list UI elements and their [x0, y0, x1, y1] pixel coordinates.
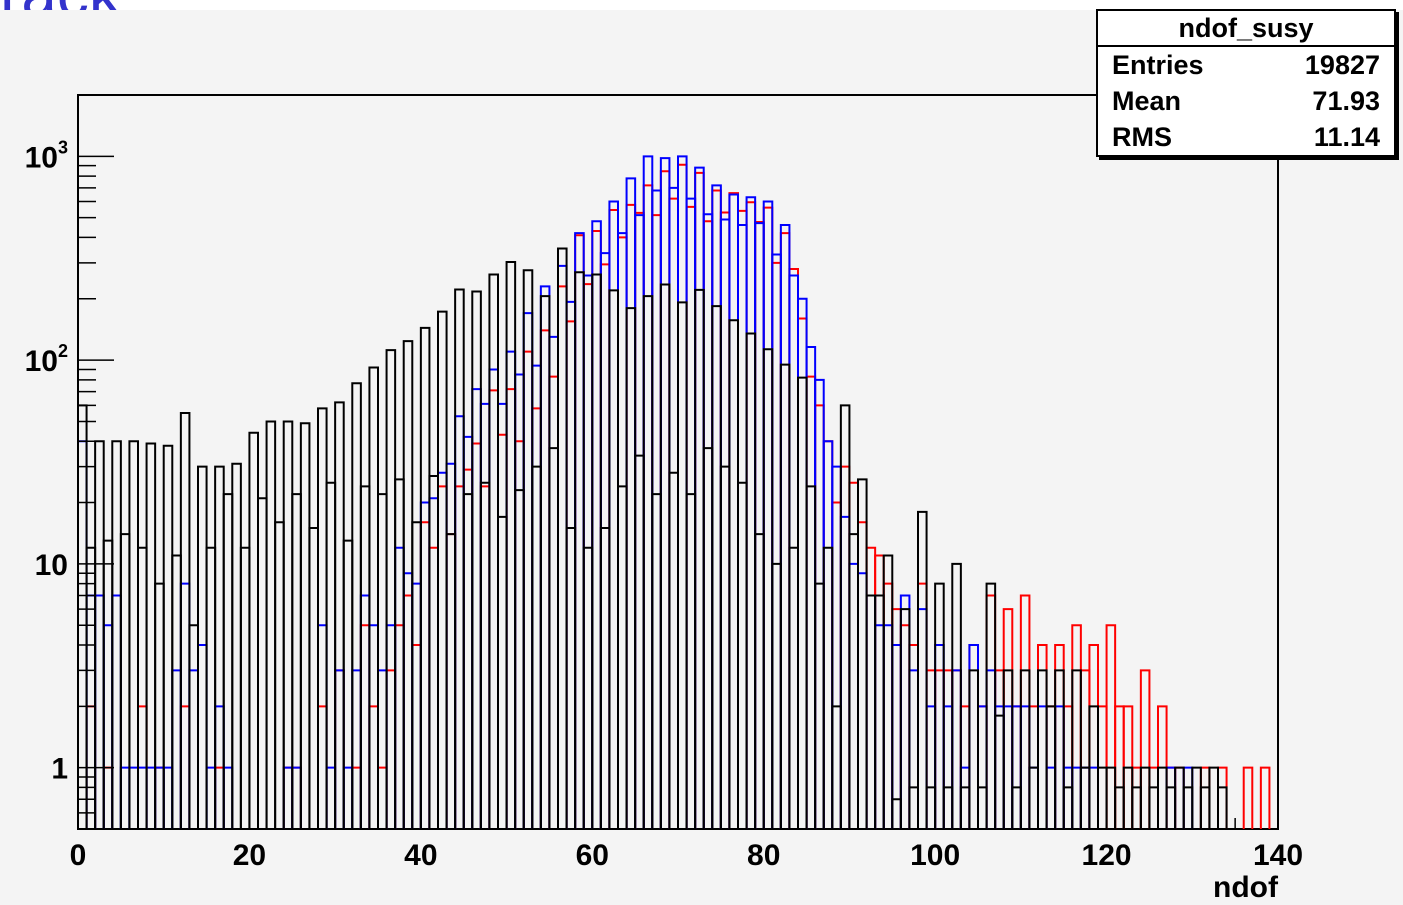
- bar: [899, 608, 911, 829]
- y-tick-label: 102: [25, 341, 68, 378]
- bar: [822, 546, 834, 829]
- stats-value-mean: 71.93: [1312, 86, 1380, 116]
- series-layer: [77, 155, 1271, 829]
- bar: [882, 554, 894, 829]
- bar: [968, 669, 979, 829]
- bar: [1259, 766, 1271, 829]
- bar: [1071, 669, 1082, 829]
- stats-label-rms: RMS: [1112, 122, 1172, 152]
- y-tick-label: 10: [35, 549, 68, 582]
- bar: [917, 510, 928, 829]
- x-axis-label: ndof: [1213, 871, 1279, 904]
- x-tick-label: 20: [233, 839, 266, 872]
- stats-title: ndof_susy: [1098, 11, 1394, 47]
- x-tick-label: 0: [70, 839, 87, 872]
- stats-row-mean: Mean 71.93: [1098, 83, 1394, 119]
- x-tick-label: 100: [910, 839, 960, 872]
- x-tick-label: 60: [576, 839, 609, 872]
- bar: [985, 582, 997, 829]
- stats-row-rms: RMS 11.14: [1098, 119, 1394, 155]
- stats-label-mean: Mean: [1112, 86, 1182, 116]
- y-tick-label: 1: [51, 753, 68, 786]
- x-tick-label: 140: [1253, 839, 1303, 872]
- bar: [179, 412, 191, 829]
- stats-label-entries: Entries: [1112, 50, 1204, 80]
- x-tick-label: 120: [1082, 839, 1132, 872]
- stats-value-entries: 19827: [1304, 50, 1380, 80]
- bar: [1242, 766, 1254, 829]
- bar: [1019, 669, 1031, 829]
- stats-box: ndof_susy Entries 19827 Mean 71.93 RMS 1…: [1096, 9, 1396, 157]
- bar: [1139, 669, 1151, 829]
- bar: [951, 562, 962, 829]
- bar: [1054, 669, 1065, 829]
- x-tick-label: 80: [747, 839, 780, 872]
- bar: [934, 582, 945, 829]
- series-3: [77, 247, 1228, 829]
- stats-value-rms: 11.14: [1313, 122, 1380, 152]
- bar: [1002, 669, 1014, 829]
- stats-row-entries: Entries 19827: [1098, 47, 1394, 83]
- bar: [1217, 786, 1228, 829]
- x-tick-label: 40: [404, 839, 437, 872]
- y-tick-label: 103: [25, 137, 68, 174]
